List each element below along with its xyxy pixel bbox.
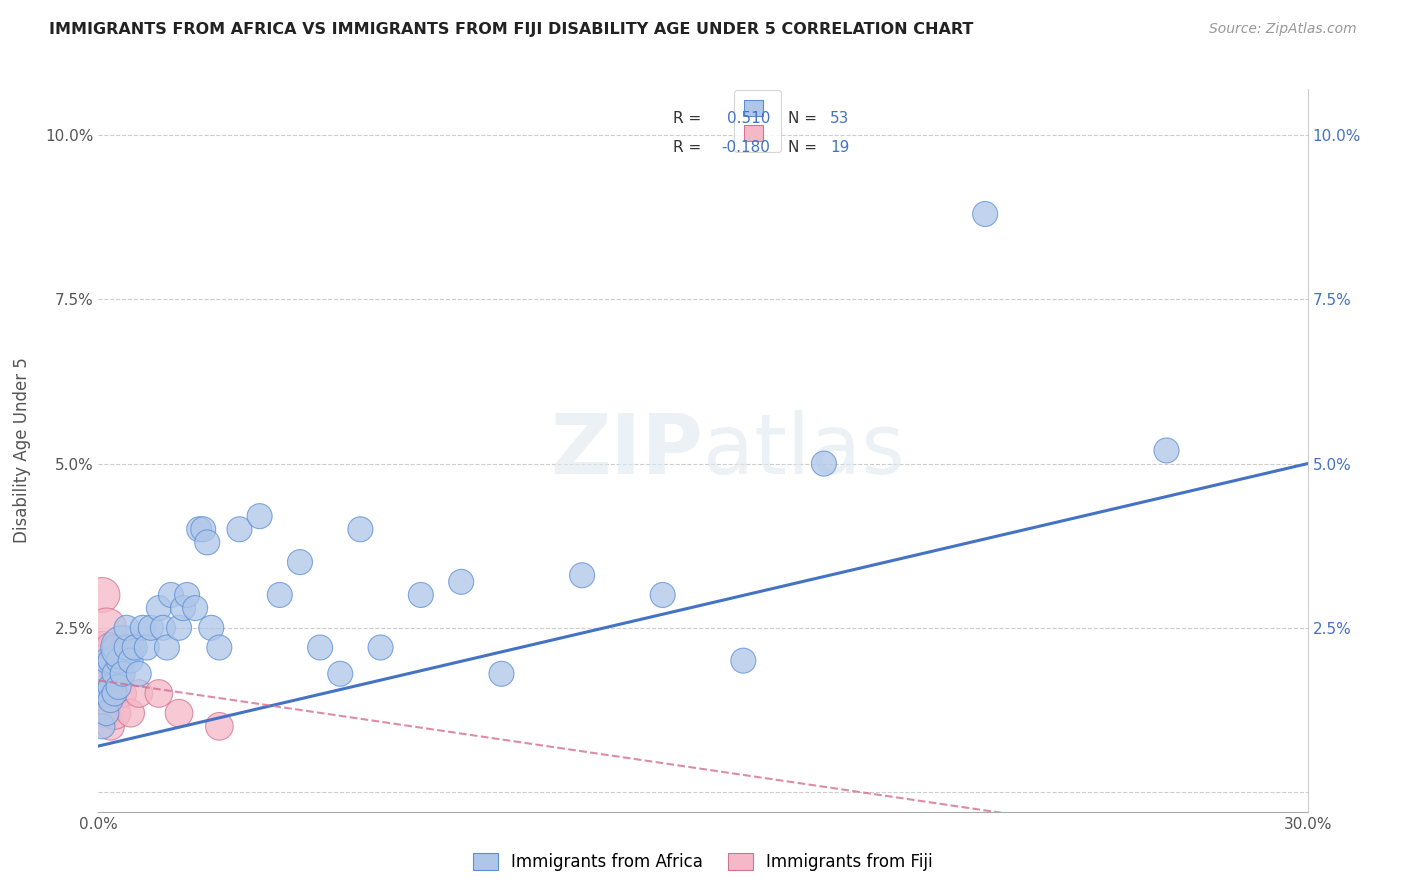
Point xyxy=(91,719,114,733)
Text: IMMIGRANTS FROM AFRICA VS IMMIGRANTS FROM FIJI DISABILITY AGE UNDER 5 CORRELATIO: IMMIGRANTS FROM AFRICA VS IMMIGRANTS FRO… xyxy=(49,22,973,37)
Text: -0.180: -0.180 xyxy=(721,140,770,155)
Point xyxy=(128,666,150,681)
Point xyxy=(249,509,271,524)
Point xyxy=(156,640,179,655)
Point xyxy=(107,654,129,668)
Text: R =: R = xyxy=(672,111,702,126)
Point xyxy=(288,555,311,569)
Point xyxy=(91,588,114,602)
Point xyxy=(1156,443,1178,458)
Point xyxy=(974,207,997,221)
Point xyxy=(193,522,215,536)
Point xyxy=(120,654,142,668)
Point xyxy=(107,666,129,681)
Point xyxy=(450,574,472,589)
Point xyxy=(208,719,231,733)
Point xyxy=(100,640,122,655)
Point xyxy=(152,621,174,635)
Point xyxy=(111,640,134,655)
Legend: Immigrants from Africa, Immigrants from Fiji: Immigrants from Africa, Immigrants from … xyxy=(464,845,942,880)
Point xyxy=(96,706,118,721)
Point xyxy=(329,666,352,681)
Point xyxy=(91,686,114,700)
Point xyxy=(111,666,134,681)
Point xyxy=(139,621,162,635)
Point xyxy=(135,640,157,655)
Point xyxy=(132,621,155,635)
Point xyxy=(167,621,190,635)
Point xyxy=(148,601,170,615)
Point xyxy=(96,686,118,700)
Point xyxy=(96,621,118,635)
Point xyxy=(96,654,118,668)
Point xyxy=(115,640,138,655)
Legend: , : , xyxy=(734,89,782,153)
Point xyxy=(571,568,593,582)
Point xyxy=(103,706,125,721)
Point xyxy=(107,680,129,694)
Point xyxy=(100,719,122,733)
Text: Source: ZipAtlas.com: Source: ZipAtlas.com xyxy=(1209,22,1357,37)
Point xyxy=(228,522,250,536)
Point xyxy=(115,640,138,655)
Point xyxy=(208,640,231,655)
Text: N =: N = xyxy=(787,111,817,126)
Point xyxy=(103,686,125,700)
Point xyxy=(96,706,118,721)
Point xyxy=(349,522,371,536)
Point xyxy=(103,640,125,655)
Text: ZIP: ZIP xyxy=(551,410,703,491)
Point xyxy=(100,693,122,707)
Text: R =: R = xyxy=(672,140,702,155)
Point xyxy=(100,686,122,700)
Point xyxy=(813,457,835,471)
Point xyxy=(491,666,513,681)
Point xyxy=(115,621,138,635)
Point xyxy=(91,666,114,681)
Point xyxy=(124,640,146,655)
Text: atlas: atlas xyxy=(703,410,904,491)
Point xyxy=(100,654,122,668)
Point xyxy=(111,686,134,700)
Point xyxy=(269,588,291,602)
Point xyxy=(103,666,125,681)
Text: N =: N = xyxy=(787,140,817,155)
Text: 19: 19 xyxy=(830,140,849,155)
Point xyxy=(91,640,114,655)
Point xyxy=(103,666,125,681)
Point xyxy=(160,588,183,602)
Text: 0.510: 0.510 xyxy=(727,111,770,126)
Point xyxy=(184,601,207,615)
Point xyxy=(733,654,755,668)
Point xyxy=(128,686,150,700)
Point xyxy=(309,640,332,655)
Point xyxy=(167,706,190,721)
Point xyxy=(409,588,432,602)
Point xyxy=(176,588,198,602)
Point xyxy=(100,680,122,694)
Point xyxy=(200,621,222,635)
Y-axis label: Disability Age Under 5: Disability Age Under 5 xyxy=(13,358,31,543)
Point xyxy=(651,588,673,602)
Point xyxy=(96,666,118,681)
Point xyxy=(370,640,392,655)
Point xyxy=(148,686,170,700)
Point xyxy=(188,522,211,536)
Point xyxy=(120,706,142,721)
Point xyxy=(172,601,194,615)
Point xyxy=(195,535,218,549)
Text: 53: 53 xyxy=(830,111,849,126)
